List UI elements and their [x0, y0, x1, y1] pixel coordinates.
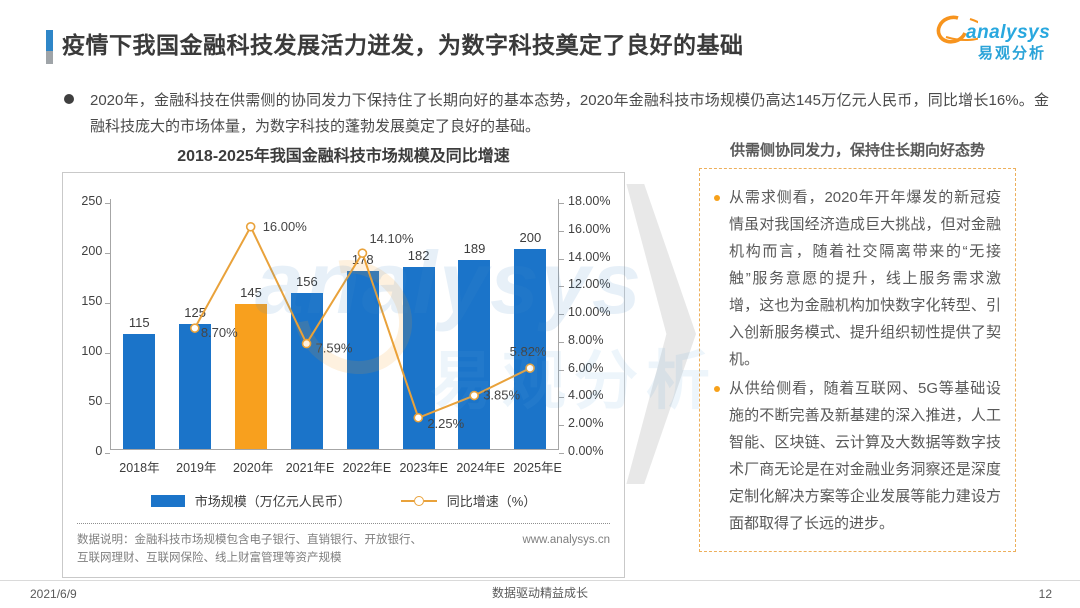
left-axis-tick: 100 [81, 344, 111, 358]
bullet-dot-icon [64, 94, 74, 104]
x-axis-label: 2024年E [456, 461, 506, 475]
footer-divider [0, 580, 1080, 581]
panel-bullet-text: 从需求侧看，2020年开年爆发的新冠疫情虽对我国经济造成巨大挑战，但对金融机构而… [729, 189, 1001, 368]
right-axis-tick: 2.00% [558, 416, 604, 431]
plot-wrap: 0 50 100 150 200 250 115 125 145 156 178 182 189 200… [71, 194, 616, 458]
growth-line: 8.70% 16.00% 7.59% 14.10% 2.25% 3.85% 5.82% [190, 219, 547, 431]
x-axis-label: 2022年E [342, 461, 392, 475]
left-axis-tick: 150 [81, 294, 111, 308]
title-accent-bar [46, 30, 53, 64]
svg-text:14.10%: 14.10% [370, 231, 415, 246]
left-axis-tick: 250 [81, 194, 111, 208]
footer-date: 2021/6/9 [30, 587, 77, 601]
panel-bullet: 从供给侧看，随着互联网、5G等基础设施的不断完善及新基建的深入推进，人工智能、区… [714, 375, 1001, 537]
right-axis-tick: 18.00% [558, 194, 611, 208]
svg-text:7.59%: 7.59% [316, 341, 353, 356]
x-axis-label: 2020年 [233, 461, 274, 475]
bar-value-label: 115 [128, 315, 150, 330]
right-axis-tick: 4.00% [558, 388, 604, 403]
intro-bullet: 2020年，金融科技在供需侧的协同发力下保持住了长期向好的基本态势，2020年金… [64, 88, 1049, 141]
right-axis-tick: 16.00% [558, 221, 611, 236]
bar-legend-label: 市场规模（万亿元人民币） [194, 494, 351, 509]
intro-text: 2020年，金融科技在供需侧的协同发力下保持住了长期向好的基本态势，2020年金… [90, 92, 1049, 136]
bar-2019年 [179, 324, 212, 449]
analysys-logo: analysys 易观分析 [932, 8, 1062, 66]
panel-bullet-text: 从供给侧看，随着互联网、5G等基础设施的不断完善及新基建的深入推进，人工智能、区… [729, 380, 1001, 532]
arrow-decoration-icon [626, 184, 696, 484]
svg-text:8.70%: 8.70% [201, 325, 238, 340]
x-axis-labels: 2018年 2019年 2020年 2021年E 2022年E 2023年E 2024年E 2… [111, 450, 566, 476]
svg-text:3.85%: 3.85% [483, 388, 520, 403]
right-panel: 供需侧协同发力，保持住长期向好态势 从需求侧看，2020年开年爆发的新冠疫情虽对… [699, 139, 1016, 552]
right-axis-tick: 10.00% [558, 305, 611, 320]
page-number: 12 [1038, 587, 1052, 601]
panel-bullet: 从需求侧看，2020年开年爆发的新冠疫情虽对我国经济造成巨大挑战，但对金融机构而… [714, 184, 1001, 373]
left-axis: 0 50 100 150 200 250 [71, 194, 111, 458]
right-axis: 0.00% 2.00% 4.00% 6.00% 8.00% 10.00% 12.00% 14.… [558, 194, 616, 458]
right-axis-tick: 6.00% [558, 360, 604, 375]
bar-value-label: 182 [407, 248, 430, 263]
right-panel-box: 从需求侧看，2020年开年爆发的新冠疫情虽对我国经济造成巨大挑战，但对金融机构而… [699, 168, 1016, 552]
chart-legend: 市场规模（万亿元人民币） 同比增速（%） [63, 491, 624, 510]
x-axis-label: 2025年E [513, 461, 562, 475]
bar-2020年 [234, 304, 267, 449]
bar-value-label: 189 [463, 241, 486, 256]
left-axis-tick: 200 [81, 244, 111, 258]
orange-bullet-icon [714, 195, 720, 201]
right-axis-tick: 12.00% [558, 277, 611, 292]
bar-value-label: 145 [240, 285, 262, 300]
note-row: 数据说明：金融科技市场规模包含电子银行、直销银行、开放银行、互联网理财、互联网保… [63, 524, 624, 577]
left-axis-tick: 50 [88, 394, 111, 408]
x-axis-label: 2023年E [399, 461, 449, 475]
svg-text:16.00%: 16.00% [263, 219, 308, 234]
left-axis-tick: 0 [95, 444, 111, 458]
right-axis-tick: 8.00% [558, 332, 604, 347]
footer-slogan: 数据驱动精益成长 [491, 586, 588, 600]
page-title: 疫情下我国金融科技发展活力迸发，为数字科技奠定了良好的基础 [62, 32, 744, 58]
logo-brand-cn: 易观分析 [978, 45, 1047, 62]
website-link[interactable]: www.analysys.cn [522, 534, 610, 546]
logo-brand-en: analysys [966, 22, 1051, 43]
x-axis-label: 2018年 [119, 461, 160, 475]
bar-2022年E [346, 271, 379, 449]
dotted-divider [77, 523, 610, 524]
x-axis-label: 2019年 [176, 461, 217, 475]
chart-panel: 2018-2025年我国金融科技市场规模及同比增速 0 50 100 150 200 25… [62, 142, 625, 578]
bar-value-label: 156 [295, 274, 318, 289]
line-legend-marker [400, 495, 437, 506]
chart-box: 0 50 100 150 200 250 115 125 145 156 178 182 189 200… [62, 172, 625, 578]
x-axis-label: 2021年E [285, 461, 335, 475]
orange-bullet-icon [714, 386, 720, 392]
right-axis-tick: 0.00% [558, 444, 604, 458]
bar-2018年 [123, 334, 156, 449]
plot-area: 115 125 145 156 178 182 189 200 8.70% 16.00% 7.59%… [110, 199, 560, 450]
line-legend-label: 同比增速（%） [446, 494, 537, 509]
chart-note: 数据说明：金融科技市场规模包含电子银行、直销银行、开放银行、互联网理财、互联网保… [77, 534, 422, 564]
bar-legend-swatch [150, 494, 185, 507]
right-panel-title: 供需侧协同发力，保持住长期向好态势 [729, 142, 985, 159]
bar-value-label: 200 [519, 230, 542, 245]
svg-text:2.25%: 2.25% [428, 416, 465, 431]
svg-text:5.82%: 5.82% [510, 344, 547, 359]
bar-2025年E [514, 249, 547, 449]
analysys-swirl-icon [936, 15, 978, 44]
right-axis-tick: 14.00% [558, 249, 611, 264]
bar-2024年E [458, 260, 491, 449]
chart-title: 2018-2025年我国金融科技市场规模及同比增速 [177, 148, 510, 165]
